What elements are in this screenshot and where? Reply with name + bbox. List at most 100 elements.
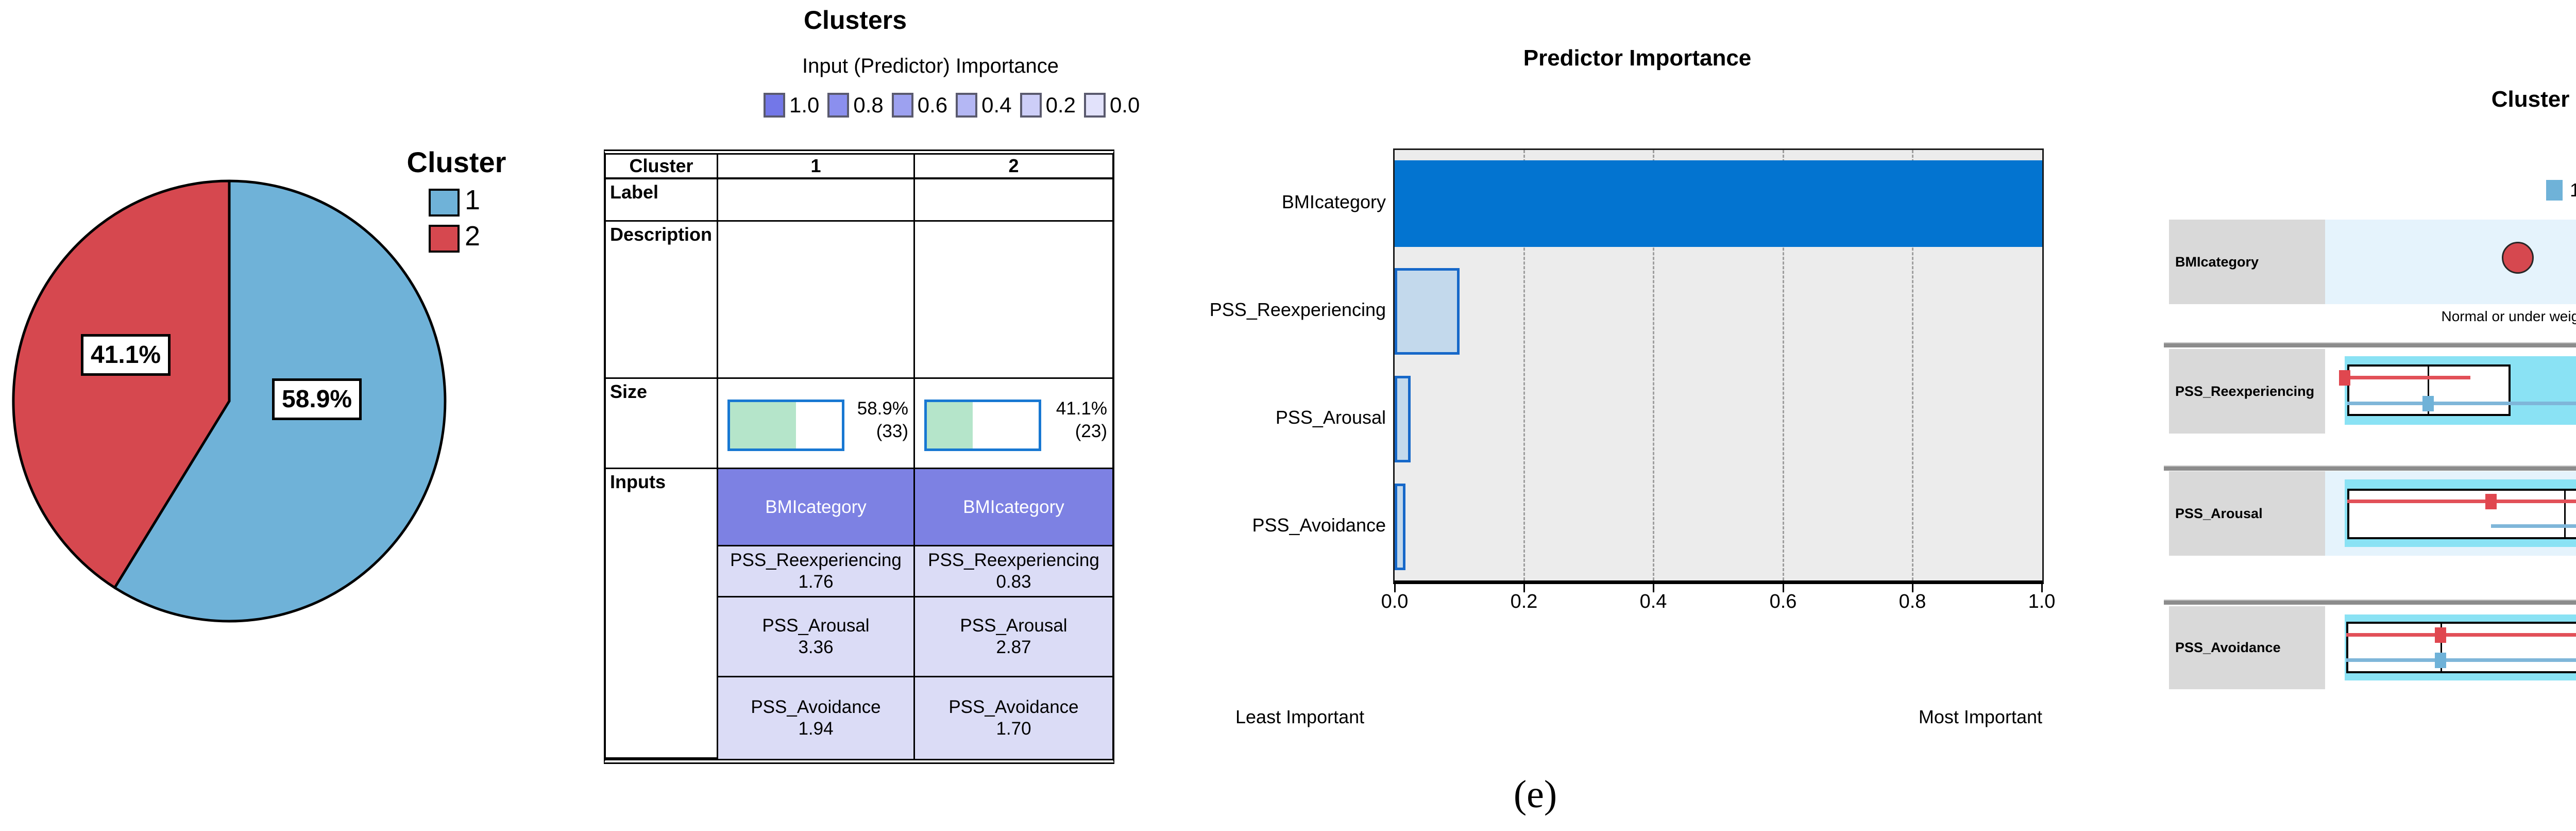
gridline-0.2	[1523, 150, 1525, 580]
input-value: 3.36	[798, 637, 834, 657]
cluster-size-pie-chart	[12, 179, 447, 623]
comparison-panel-bmicategory	[2325, 220, 2576, 304]
comparison-box	[2347, 489, 2576, 539]
size-count: (23)	[1075, 421, 1107, 441]
x-ticklabel-0.6: 0.6	[1769, 591, 1797, 612]
x-tick	[1523, 584, 1525, 592]
comparison-boxplot-arousal	[2345, 479, 2576, 547]
importance-legend: 1.0 0.8 0.6 0.4 0.2 0.0	[764, 93, 1148, 118]
comparison-rowlabel-avoidance: PSS_Avoidance	[2169, 606, 2325, 689]
size-pct: 58.9%	[857, 398, 908, 419]
comparison-marker-cluster2	[2435, 627, 2446, 643]
input-value: 1.76	[798, 572, 834, 592]
comparison-whisker-cluster2	[2346, 633, 2576, 637]
pie-legend-label-cluster1: 1	[465, 185, 481, 215]
size-bar-cluster2	[924, 400, 1041, 451]
table-cell-size-c1: 58.9% (33)	[718, 379, 915, 469]
predictor-importance-plot	[1393, 148, 2044, 584]
importance-swatch-0.8	[827, 93, 850, 118]
table-header-cluster: Cluster	[606, 155, 718, 179]
input-value: 1.70	[996, 719, 1031, 739]
comparison-marker-cluster2	[2485, 494, 2497, 509]
figure-caption-e: (e)	[1513, 773, 1557, 816]
clusters-table: Cluster 1 2 Label Description Size 58.9%…	[604, 149, 1114, 764]
comparison-rowlabel-arousal: PSS_Arousal	[2169, 471, 2325, 556]
importance-label: 0.4	[981, 93, 1012, 117]
size-pct: 41.1%	[1056, 398, 1107, 419]
comparison-rowlabel-reexperiencing: PSS_Reexperiencing	[2169, 349, 2325, 434]
input-name: PSS_Arousal	[762, 616, 870, 636]
x-ticklabel-0.4: 0.4	[1639, 591, 1667, 612]
input-cell-avoidance-c1: PSS_Avoidance 1.94	[718, 677, 915, 759]
importance-label: 1.0	[789, 93, 820, 117]
predictor-category-reexperiencing: PSS_Reexperiencing	[1209, 299, 1386, 320]
table-cell-label-c1	[718, 179, 915, 222]
comparison-boxplot-reexperiencing	[2339, 356, 2576, 425]
table-cell-label-c2	[915, 179, 1112, 222]
input-name: PSS_Avoidance	[948, 697, 1079, 717]
pie-legend-swatch-cluster2	[429, 225, 460, 253]
x-tick	[2041, 584, 2043, 592]
comparison-whisker-cluster2	[2347, 500, 2576, 503]
table-cell-description-c1	[718, 222, 915, 379]
size-text-cluster1: 58.9% (33)	[857, 397, 908, 443]
importance-label: 0.2	[1045, 93, 1076, 117]
bar-bmicategory	[1395, 160, 2042, 247]
predictor-category-avoidance: PSS_Avoidance	[1252, 514, 1386, 536]
comparison-dot-cluster2	[2502, 242, 2534, 274]
input-name: PSS_Reexperiencing	[730, 550, 902, 570]
x-ticklabel-0.0: 0.0	[1381, 591, 1409, 612]
table-header-cluster2: 2	[915, 155, 1112, 179]
table-rowlabel-size: Size	[606, 379, 718, 469]
x-tick	[1394, 584, 1396, 592]
input-cell-reexperiencing-c2: PSS_Reexperiencing 0.83	[915, 546, 1112, 597]
pie-slice-cluster2	[12, 179, 231, 589]
input-name: PSS_Avoidance	[751, 697, 881, 717]
comparison-median-line	[2564, 489, 2566, 539]
cluster-comparison-title: Cluster Comparison	[2491, 87, 2576, 112]
table-rowlabel-inputs: Inputs	[606, 469, 718, 759]
predictor-category-arousal: PSS_Arousal	[1275, 407, 1386, 428]
pie-legend-title: Cluster	[406, 146, 506, 178]
input-cell-bmi-c2: BMIcategory	[915, 469, 1112, 546]
category-label-normal-or-under-weight: Normal or under weight	[2441, 308, 2576, 324]
importance-label: 0.0	[1109, 93, 1140, 117]
x-ticklabel-1.0: 1.0	[2028, 591, 2056, 612]
comparison-legend-swatch-cluster1	[2546, 180, 2563, 201]
x-tick	[1783, 584, 1784, 592]
input-name: BMIcategory	[963, 496, 1064, 517]
importance-label: 0.6	[917, 93, 948, 117]
input-cell-arousal-c2: PSS_Arousal 2.87	[915, 597, 1112, 677]
table-header-cluster1: 1	[718, 155, 915, 179]
input-name: BMIcategory	[765, 496, 867, 517]
input-value: 0.83	[996, 572, 1031, 592]
importance-legend-title: Input (Predictor) Importance	[802, 55, 1059, 77]
size-bar-fill	[927, 402, 973, 448]
size-count: (33)	[876, 421, 908, 441]
importance-swatch-0.0	[1083, 93, 1106, 118]
input-cell-avoidance-c2: PSS_Avoidance 1.70	[915, 677, 1112, 759]
x-tick	[1653, 584, 1654, 592]
pie-legend-swatch-cluster1	[429, 189, 460, 217]
bar-avoidance	[1395, 484, 1405, 570]
importance-swatch-0.4	[956, 93, 978, 118]
comparison-median-line	[2428, 364, 2429, 416]
importance-swatch-1.0	[764, 93, 785, 118]
pie-label-cluster1-percent: 58.9%	[272, 378, 362, 420]
importance-label: 0.8	[853, 93, 884, 117]
clusters-table-title: Clusters	[803, 6, 907, 35]
gridline-0.6	[1783, 150, 1784, 580]
predictor-category-bmi: BMIcategory	[1281, 191, 1386, 212]
size-bar-fill	[730, 402, 796, 448]
axis-label-least-important: Least Important	[1235, 706, 1365, 727]
cluster-comparison-legend: 1 2	[2546, 179, 2576, 201]
input-name: PSS_Reexperiencing	[928, 550, 1099, 570]
gridline-0.4	[1653, 150, 1654, 580]
input-value: 1.94	[798, 719, 834, 739]
table-cell-description-c2	[915, 222, 1112, 379]
row-divider	[2164, 600, 2576, 605]
x-ticklabel-0.2: 0.2	[1510, 591, 1538, 612]
x-ticklabel-0.8: 0.8	[1899, 591, 1926, 612]
x-tick	[1912, 584, 1913, 592]
